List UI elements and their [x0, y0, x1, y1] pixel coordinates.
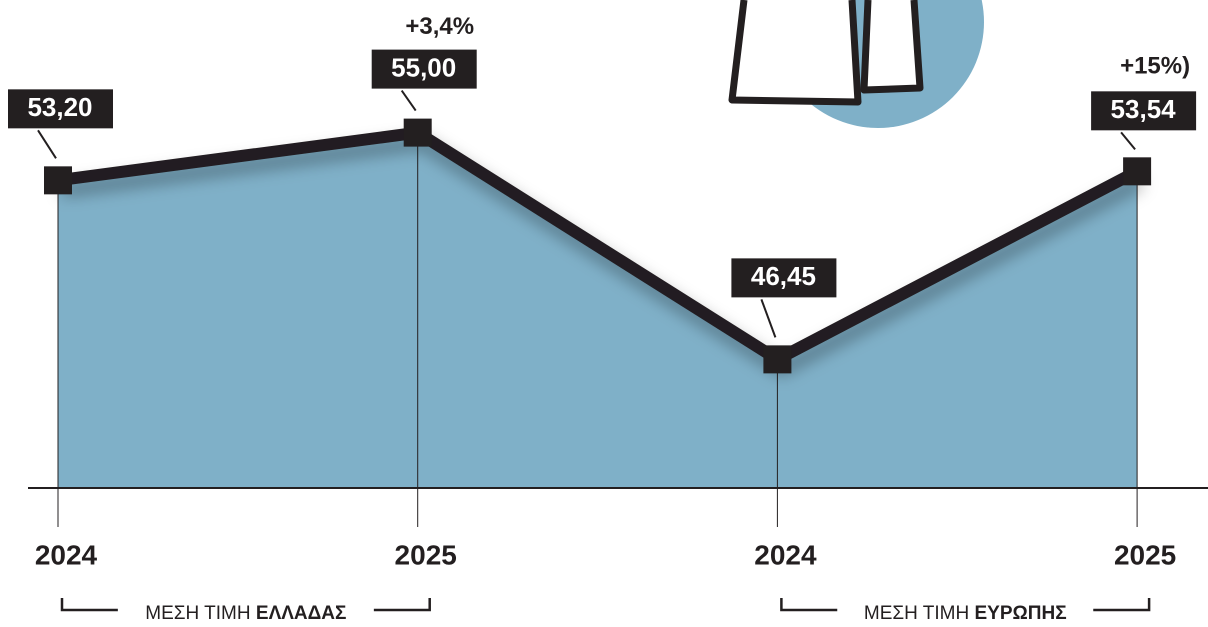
x-tick-label: 2025: [1114, 539, 1176, 570]
group-prefix: ΜΕΣΗ ΤΙΜΗ: [145, 603, 250, 624]
value-label: 53,54: [1111, 94, 1177, 124]
marker: [1123, 157, 1152, 186]
value-label: 53,20: [27, 92, 92, 122]
group-prefix: ΜΕΣΗ ΤΙΜΗ: [864, 603, 969, 624]
line: [57, 126, 1140, 367]
marker: [44, 166, 72, 195]
leader-line: [760, 299, 777, 338]
area: [58, 132, 1138, 488]
group-name: ΕΥΡΩΠΗΣ: [975, 603, 1067, 624]
marker: [763, 345, 792, 374]
x-tick-label: 2024: [754, 539, 817, 570]
illustration: [728, 0, 984, 128]
label-box: [1091, 91, 1197, 131]
label-box: [8, 89, 113, 129]
bracket-label-bg: [117, 598, 374, 627]
x-tick-label: 2024: [35, 539, 98, 570]
annotation: +15%): [1120, 53, 1190, 80]
x-tick-label: 2025: [395, 539, 457, 570]
bracket-label-bg: [837, 598, 1094, 627]
group-label: ΜΕΣΗ ΤΙΜΗ ΕΛΛΑΔΑΣ: [145, 603, 346, 624]
marker: [403, 118, 432, 147]
value-label: 55,00: [391, 52, 456, 82]
group-label: ΜΕΣΗ ΤΙΜΗ ΕΥΡΩΠΗΣ: [864, 603, 1067, 624]
annotation: +3,4%: [405, 13, 474, 40]
leader-line: [400, 90, 417, 112]
leader-line: [37, 129, 57, 159]
label-box: [731, 258, 837, 298]
leader-line: [1120, 131, 1136, 150]
plot: 53,20 2024 55,00 2025 46,45 2024 53,54 2025 +3,4…: [8, 13, 1208, 627]
value-label: 46,45: [751, 261, 816, 291]
group-name: ΕΛΛΑΔΑΣ: [256, 603, 347, 624]
label-box: [371, 49, 477, 89]
